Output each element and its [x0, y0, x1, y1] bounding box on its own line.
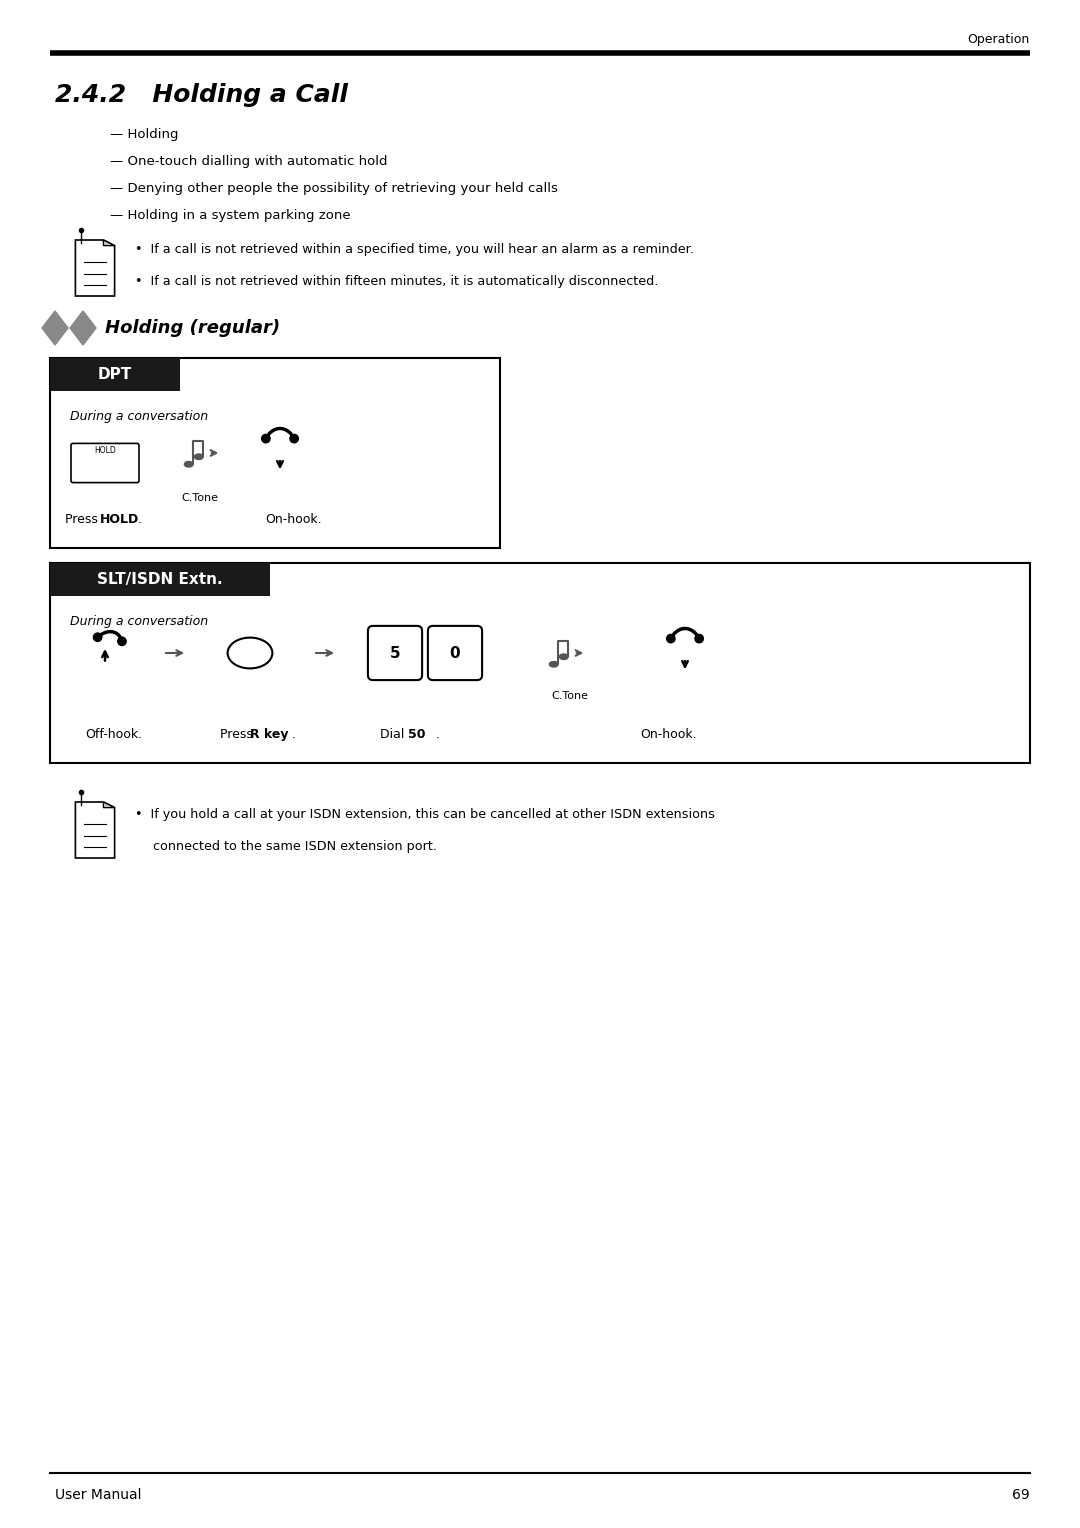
Text: 0: 0 — [449, 645, 460, 660]
Text: 69: 69 — [1012, 1488, 1030, 1502]
Text: C.Tone: C.Tone — [181, 494, 218, 503]
Text: HOLD: HOLD — [100, 513, 139, 526]
Polygon shape — [104, 802, 114, 808]
Polygon shape — [104, 240, 114, 246]
Text: SLT/ISDN Extn.: SLT/ISDN Extn. — [97, 571, 222, 587]
Ellipse shape — [194, 454, 203, 460]
Text: •  If you hold a call at your ISDN extension, this can be cancelled at other ISD: • If you hold a call at your ISDN extens… — [135, 808, 715, 821]
Text: — One-touch dialling with automatic hold: — One-touch dialling with automatic hold — [110, 154, 388, 168]
Ellipse shape — [185, 461, 193, 468]
Text: DPT: DPT — [98, 367, 132, 382]
Text: C.Tone: C.Tone — [552, 691, 589, 701]
Text: connected to the same ISDN extension port.: connected to the same ISDN extension por… — [153, 840, 437, 853]
FancyBboxPatch shape — [71, 443, 139, 483]
Text: 2.4.2   Holding a Call: 2.4.2 Holding a Call — [55, 83, 348, 107]
Circle shape — [694, 634, 703, 643]
Text: .: . — [138, 513, 141, 526]
Text: 5: 5 — [390, 645, 401, 660]
Text: R key: R key — [249, 727, 288, 741]
Text: — Holding in a system parking zone: — Holding in a system parking zone — [110, 209, 351, 222]
Text: Holding (regular): Holding (regular) — [105, 319, 280, 338]
Text: Off-hook.: Off-hook. — [85, 727, 143, 741]
Text: Dial: Dial — [380, 727, 408, 741]
Text: On-hook.: On-hook. — [640, 727, 697, 741]
Ellipse shape — [228, 637, 272, 668]
Circle shape — [261, 434, 270, 443]
Text: On-hook.: On-hook. — [265, 513, 322, 526]
FancyBboxPatch shape — [368, 626, 422, 680]
Circle shape — [118, 637, 126, 645]
Bar — [50, 562, 1030, 762]
Text: HOLD: HOLD — [94, 446, 116, 455]
Text: — Denying other people the possibility of retrieving your held calls: — Denying other people the possibility o… — [110, 182, 558, 196]
FancyBboxPatch shape — [428, 626, 482, 680]
Bar — [50, 358, 500, 549]
Text: Operation: Operation — [968, 34, 1030, 46]
Text: — Holding: — Holding — [110, 128, 178, 141]
Text: .: . — [436, 727, 440, 741]
Polygon shape — [76, 802, 114, 859]
Bar — [50, 562, 270, 596]
Polygon shape — [42, 312, 68, 345]
Text: .: . — [292, 727, 296, 741]
Ellipse shape — [550, 662, 558, 668]
Text: •  If a call is not retrieved within fifteen minutes, it is automatically discon: • If a call is not retrieved within fift… — [135, 275, 659, 287]
Text: User Manual: User Manual — [55, 1488, 141, 1502]
Text: During a conversation: During a conversation — [70, 410, 208, 423]
Circle shape — [289, 434, 298, 443]
Text: •  If a call is not retrieved within a specified time, you will hear an alarm as: • If a call is not retrieved within a sp… — [135, 243, 693, 257]
Circle shape — [94, 633, 102, 642]
Text: Press: Press — [220, 727, 257, 741]
Text: 50: 50 — [408, 727, 426, 741]
Ellipse shape — [559, 654, 568, 660]
Bar — [50, 358, 180, 391]
Circle shape — [666, 634, 675, 643]
Polygon shape — [76, 240, 114, 296]
Text: Press: Press — [65, 513, 102, 526]
Text: During a conversation: During a conversation — [70, 614, 208, 628]
Polygon shape — [70, 312, 96, 345]
